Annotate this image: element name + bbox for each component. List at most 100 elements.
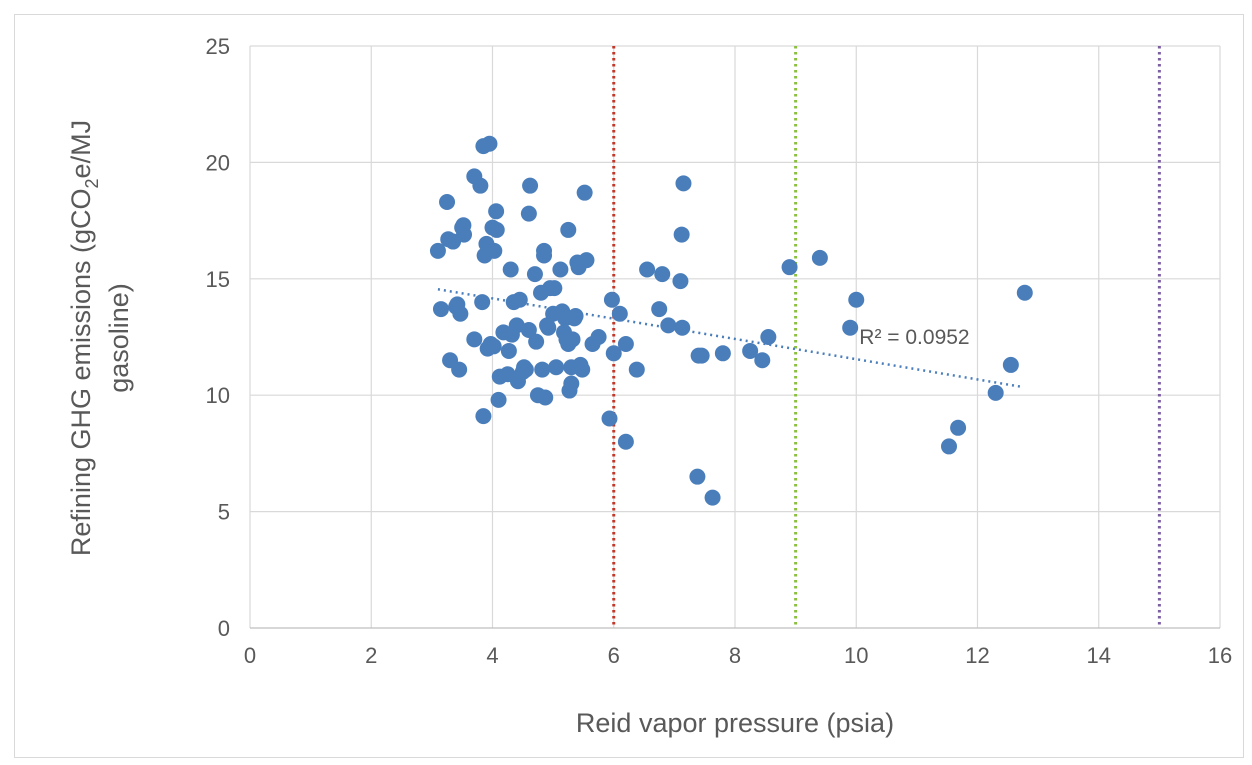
data-point-42 [517,361,534,378]
data-point-33 [500,342,517,359]
data-point-53 [537,389,554,406]
data-point-108 [941,438,958,455]
data-point-0 [429,242,446,259]
trendline-r2-label: R² = 0.0952 [859,326,969,349]
x-tick-label-4: 8 [729,643,741,668]
x-tick-label-2: 4 [486,643,498,668]
data-point-88 [639,261,656,278]
data-point-52 [536,247,553,264]
data-point-112 [1016,284,1033,301]
data-point-27 [488,203,505,220]
data-point-29 [490,391,507,408]
data-point-107 [848,291,865,308]
y-axis-title-line2: gasoline) [104,283,134,393]
data-point-55 [540,319,557,336]
data-point-8 [451,361,468,378]
data-point-58 [546,280,563,297]
data-point-102 [754,352,771,369]
data-point-101 [742,342,759,359]
x-tick-label-8: 16 [1208,643,1232,668]
data-point-43 [520,322,537,339]
data-point-72 [567,308,584,325]
x-tick-label-7: 14 [1087,643,1111,668]
data-point-60 [552,261,569,278]
data-point-15 [472,177,489,194]
tick-labels: 0 2 4 6 8 10 12 14 16 0 5 10 15 20 25 [206,34,1233,668]
data-point-89 [651,301,668,318]
x-tick-label-5: 10 [844,643,868,668]
data-point-106 [842,319,859,336]
data-point-45 [522,177,539,194]
data-point-26 [486,242,503,259]
data-point-77 [576,184,593,201]
data-point-34 [502,261,519,278]
data-point-83 [605,345,622,362]
data-point-17 [475,408,492,425]
reference-lines [612,46,1161,628]
data-point-28 [488,221,505,238]
data-point-92 [672,273,689,290]
data-point-91 [660,317,677,334]
data-point-94 [674,319,691,336]
y-tick-label-2: 10 [206,383,230,408]
y-tick-label-5: 25 [206,34,230,59]
data-point-2 [439,193,456,210]
y-tick-label-3: 15 [206,267,230,292]
data-point-103 [760,329,777,345]
chart-frame [14,14,1244,758]
data-point-100 [714,345,731,362]
data-point-78 [578,252,595,269]
data-point-81 [601,410,618,427]
y-tick-label-4: 20 [206,150,230,175]
data-point-39 [511,291,528,308]
data-points [429,135,1033,506]
data-point-44 [520,205,537,222]
y-axis-title-subscript: 2 [82,178,102,188]
y-axis-title-part1: Refining GHG emissions (gCO [66,188,96,556]
data-point-110 [987,384,1004,401]
data-point-37 [508,317,525,334]
data-point-96 [689,468,706,485]
data-point-25 [485,338,502,355]
data-point-84 [611,305,628,322]
data-point-105 [811,249,828,266]
data-point-70 [564,331,581,348]
y-axis-title-part2: e/MJ [66,120,96,179]
data-point-12 [456,226,473,243]
data-point-80 [590,329,607,345]
data-point-82 [603,291,620,308]
data-point-104 [781,259,798,276]
y-tick-label-1: 5 [218,500,230,525]
y-tick-label-0: 0 [218,616,230,641]
data-point-46 [526,266,543,283]
y-axis-title-line1: Refining GHG emissions (gCO2e/MJ [66,120,102,556]
data-point-1 [432,301,449,318]
data-point-14 [466,331,483,348]
data-point-16 [474,294,491,311]
data-point-66 [560,221,577,238]
x-tick-label-6: 12 [965,643,989,668]
data-point-99 [704,489,721,506]
x-tick-label-1: 2 [365,643,377,668]
data-point-85 [617,335,634,352]
data-point-22 [481,135,498,152]
data-point-90 [654,266,671,283]
data-point-87 [628,361,645,378]
data-point-86 [617,433,634,450]
data-point-76 [574,361,591,378]
data-point-109 [950,419,967,436]
data-point-50 [534,361,551,378]
data-point-95 [675,175,692,192]
x-tick-label-3: 6 [608,643,620,668]
x-axis-title: Reid vapor pressure (psia) [576,708,894,738]
data-point-59 [548,359,565,376]
x-tick-label-0: 0 [244,643,256,668]
data-point-111 [1002,356,1019,373]
data-point-98 [693,347,710,364]
data-point-47 [528,333,545,350]
data-point-93 [673,226,690,243]
gridlines [249,45,1221,629]
data-point-9 [452,305,469,322]
data-point-68 [563,375,580,392]
